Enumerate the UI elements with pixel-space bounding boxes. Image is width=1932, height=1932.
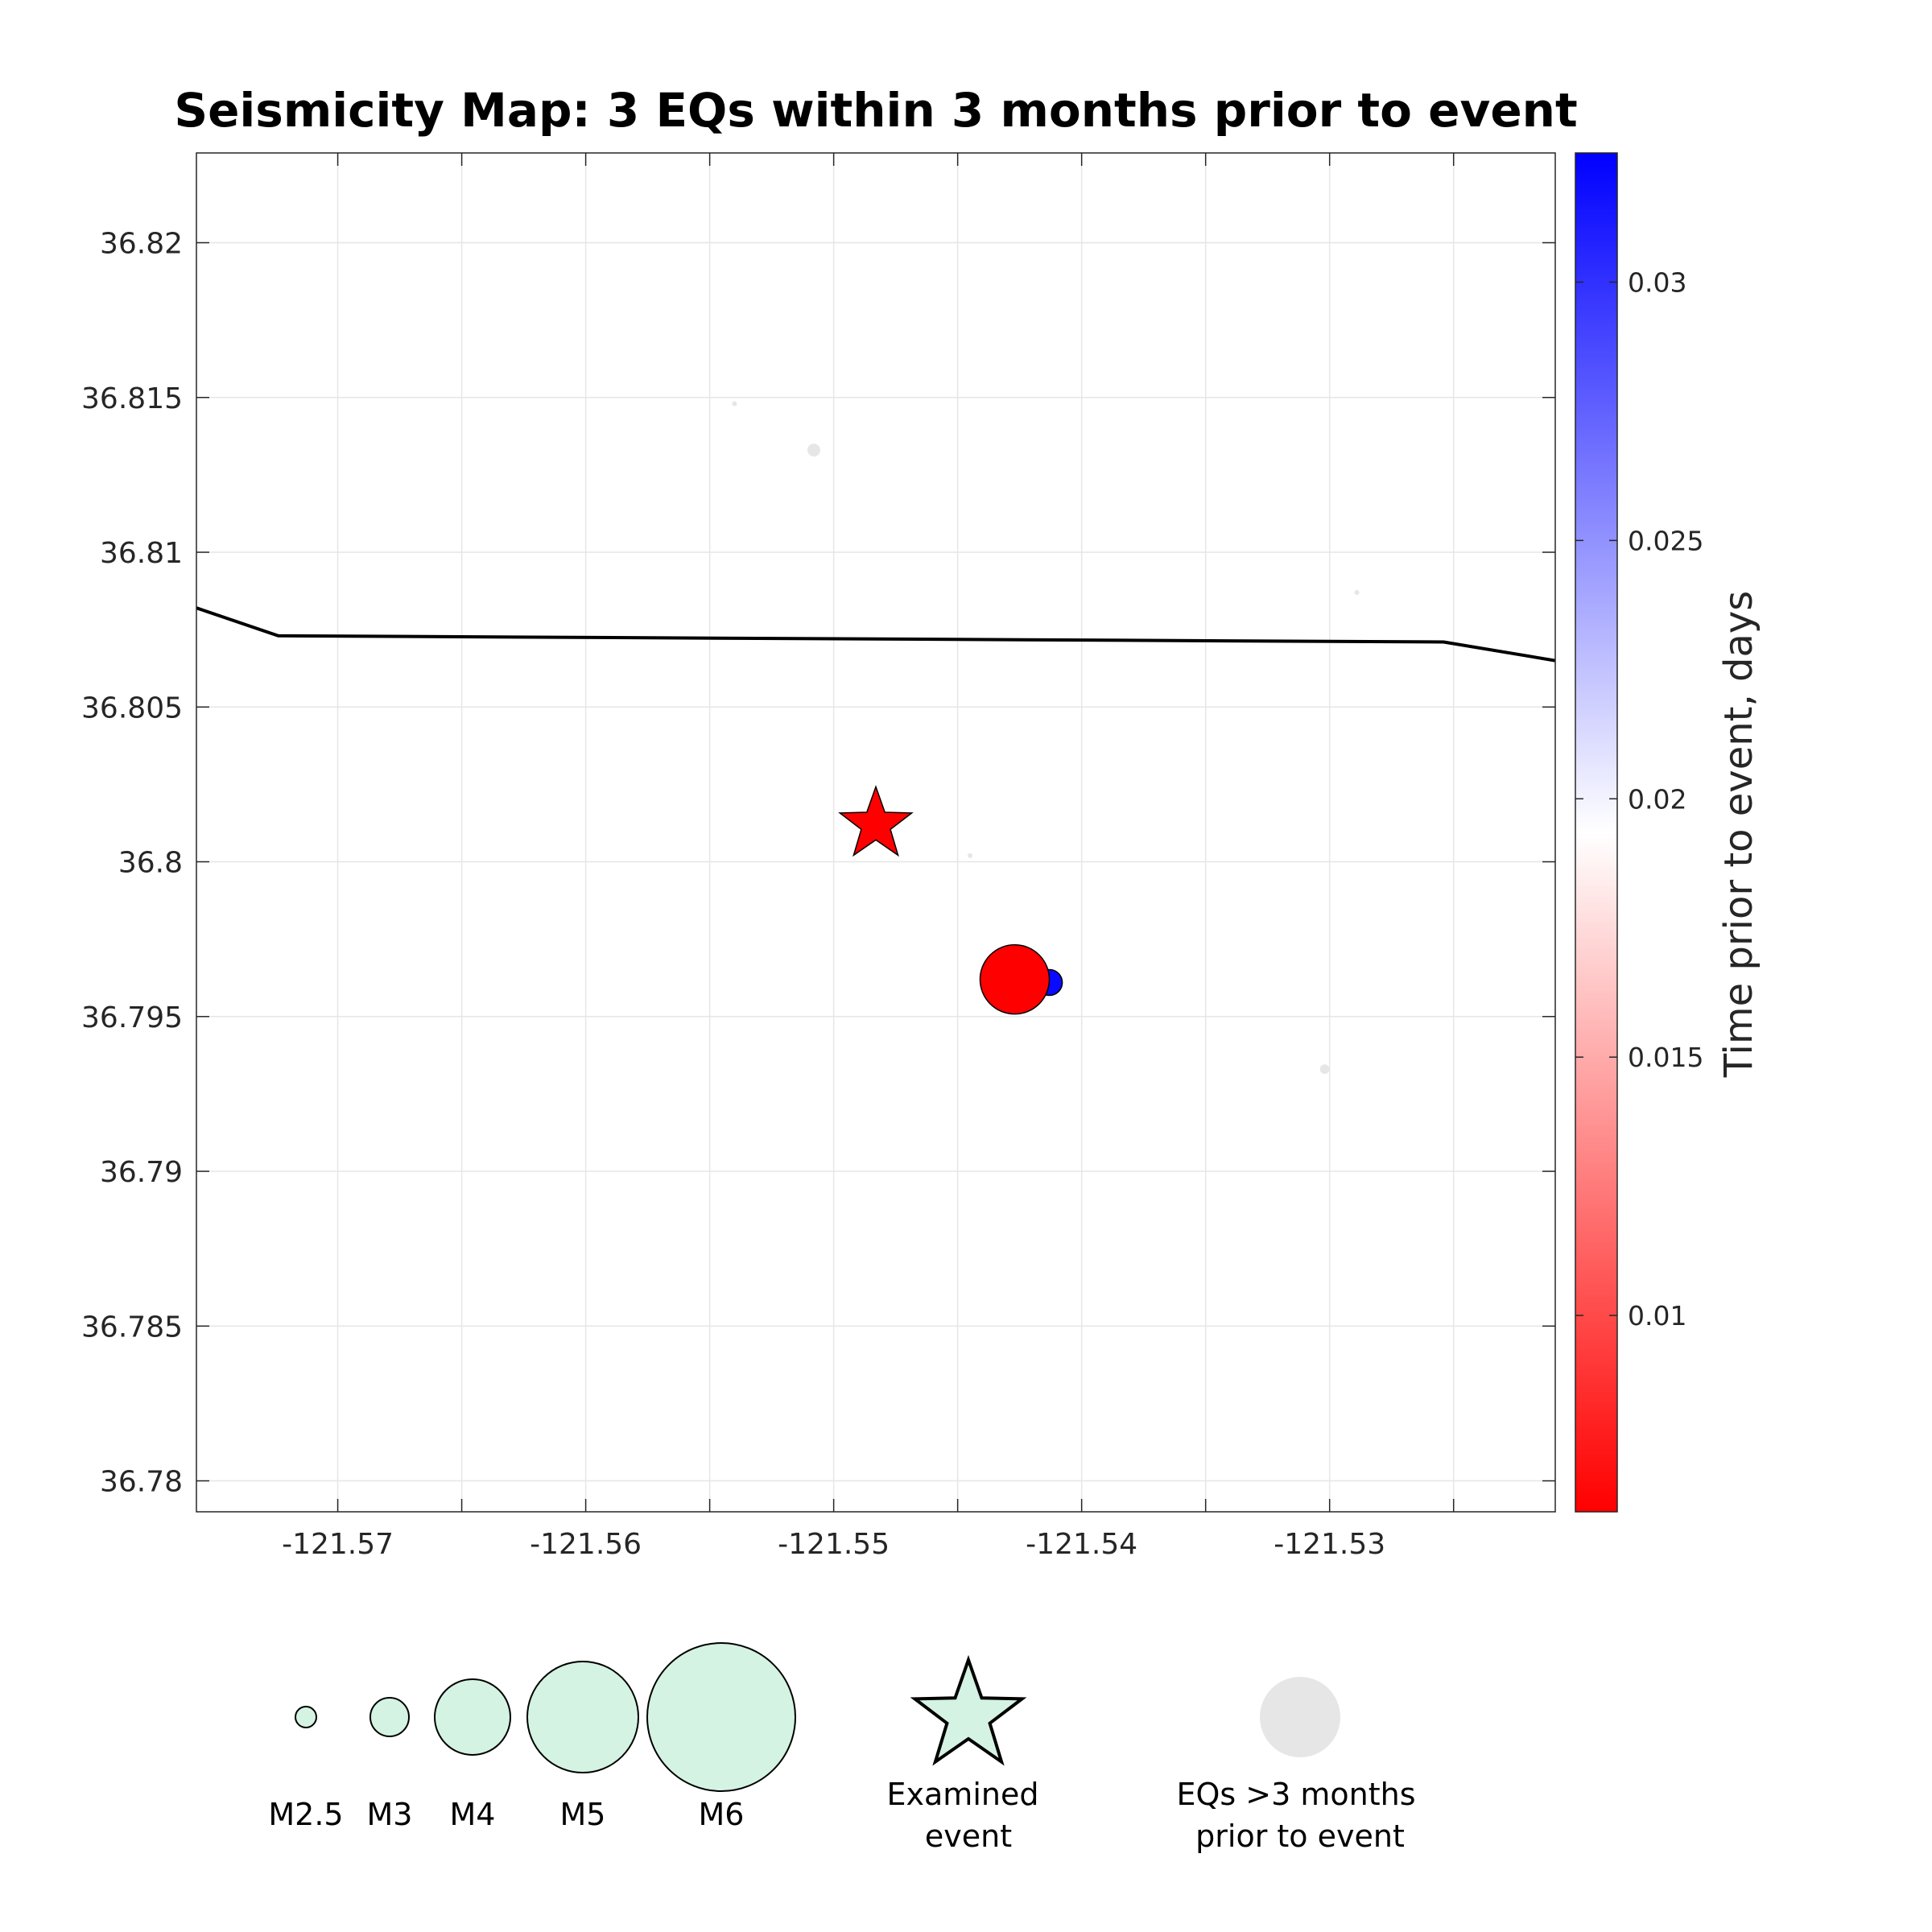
colorbar-tick-label: 0.01 xyxy=(1628,1300,1686,1331)
y-tick-label: 36.79 xyxy=(100,1156,183,1189)
older-event-marker xyxy=(968,852,973,858)
y-tick-label: 36.795 xyxy=(81,1001,183,1034)
y-tick-label: 36.81 xyxy=(100,537,183,570)
map-content xyxy=(196,401,1555,1074)
legend-examined-label-line1: Examined xyxy=(887,1777,1039,1812)
x-axis-labels: -121.57 -121.56 -121.55 -121.54 -121.53 xyxy=(282,1528,1385,1561)
legend-magnitude-circle xyxy=(295,1706,317,1728)
colorbar: 0.01 0.015 0.02 0.025 0.03 Time prior to eve… xyxy=(1575,152,1761,1513)
legend-magnitude-label: M5 xyxy=(560,1797,606,1832)
colorbar-tick-label: 0.02 xyxy=(1628,783,1686,815)
colorbar-gradient xyxy=(1575,152,1618,1513)
legend-magnitude-circle xyxy=(646,1642,796,1792)
legend-magnitude-circle xyxy=(526,1661,639,1773)
y-tick-label: 36.78 xyxy=(100,1466,183,1499)
older-event-marker xyxy=(807,444,820,457)
x-tick-label: -121.53 xyxy=(1274,1528,1385,1561)
colorbar-ticks: 0.01 0.015 0.02 0.025 0.03 xyxy=(1575,266,1703,1331)
colorbar-tick-label: 0.025 xyxy=(1628,525,1703,556)
y-tick-label: 36.8 xyxy=(118,847,183,880)
legend-magnitude-label: M6 xyxy=(699,1797,745,1832)
x-tick-label: -121.57 xyxy=(282,1528,394,1561)
x-tick-label: -121.55 xyxy=(778,1528,890,1561)
older-events xyxy=(732,401,1360,1074)
legend-examined-label-line2: event xyxy=(925,1818,1012,1854)
legend-magnitude-circle xyxy=(369,1697,410,1737)
examined-event-star xyxy=(838,785,914,857)
y-tick-label: 36.785 xyxy=(81,1311,183,1344)
colorbar-title: Time prior to event, days xyxy=(1716,591,1761,1079)
fault-line xyxy=(196,606,1555,663)
grid-lines xyxy=(196,153,1555,1512)
magnitude-legend: M2.5 M3 M4 M5 M6 xyxy=(268,1642,796,1832)
colorbar-tick-label: 0.015 xyxy=(1628,1042,1703,1073)
legend: M2.5 M3 M4 M5 M6 Examined event EQs >3 month… xyxy=(268,1642,1416,1854)
legend-older-label-line2: prior to event xyxy=(1195,1818,1405,1854)
legend-magnitude-label: M2.5 xyxy=(268,1797,343,1832)
y-tick-label: 36.815 xyxy=(81,382,183,415)
recent-event-marker xyxy=(979,943,1051,1015)
legend-magnitude-circle xyxy=(434,1678,511,1756)
plot-frame xyxy=(196,152,1556,1513)
legend-older-event-circle xyxy=(1260,1677,1340,1757)
recent-events xyxy=(979,943,1063,1015)
x-tick-label: -121.56 xyxy=(530,1528,642,1561)
legend-examined-star xyxy=(910,1654,1027,1766)
legend-magnitude-label: M3 xyxy=(367,1797,413,1832)
colorbar-tick-label: 0.03 xyxy=(1628,266,1686,298)
older-event-marker xyxy=(1354,590,1360,596)
y-tick-label: 36.805 xyxy=(81,691,183,724)
x-tick-label: -121.54 xyxy=(1026,1528,1137,1561)
legend-magnitude-label: M4 xyxy=(450,1797,496,1832)
map-title: Seismicity Map: 3 EQs within 3 months pr… xyxy=(174,83,1577,138)
axis-ticks xyxy=(196,153,1555,1512)
plot-area: -121.57 -121.56 -121.55 -121.54 -121.53 36.7… xyxy=(81,152,1556,1561)
older-event-marker xyxy=(1319,1064,1330,1074)
y-tick-label: 36.82 xyxy=(100,228,183,261)
y-axis-labels: 36.78 36.785 36.79 36.795 36.8 36.805 36.81 36.… xyxy=(81,228,183,1499)
older-event-marker xyxy=(732,401,737,407)
legend-older-label-line1: EQs >3 months xyxy=(1176,1777,1415,1812)
